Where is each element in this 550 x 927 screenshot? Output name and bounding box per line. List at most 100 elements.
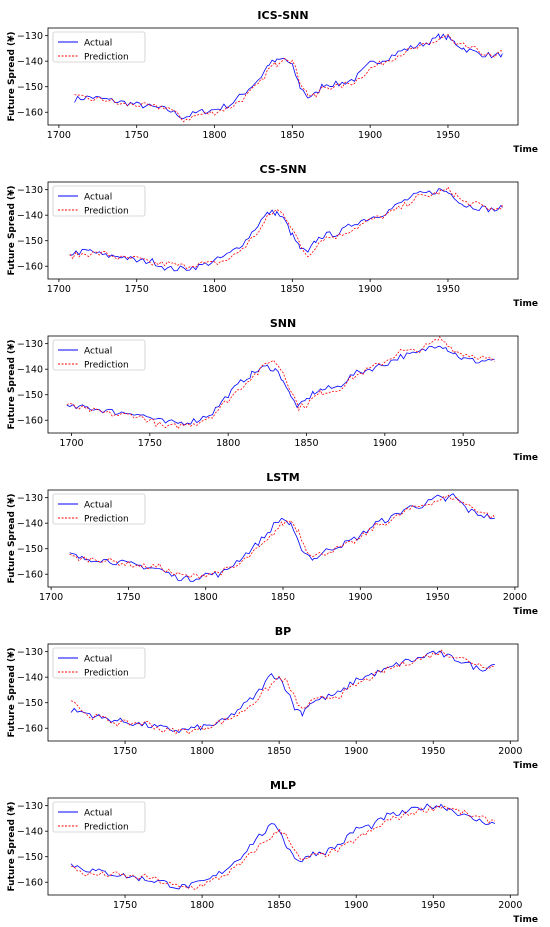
y-axis-label: Future Spread (¥) (7, 185, 17, 275)
x-tick-label: 2000 (498, 900, 522, 911)
series-line-prediction (66, 336, 495, 430)
series-line-actual (74, 33, 503, 120)
series-line-actual (66, 345, 495, 426)
legend-label-prediction: Prediction (84, 823, 129, 833)
x-tick-label: 1800 (190, 900, 214, 911)
legend-label-prediction: Prediction (84, 361, 129, 371)
x-tick-label: 1800 (202, 130, 226, 141)
y-tick-label: −140 (17, 57, 43, 68)
x-tick-label: 1850 (294, 438, 318, 449)
y-tick-label: −150 (17, 544, 43, 555)
chart-panel-cs-snn: CS-SNN −130 −140 −150 −160 1700 1750 1800 1850 19… (7, 163, 538, 309)
y-tick-label: −160 (17, 724, 43, 735)
legend: Actual Prediction (52, 493, 146, 525)
legend-box (52, 647, 146, 679)
legend: Actual Prediction (52, 801, 146, 833)
x-tick-label: 1950 (421, 900, 445, 911)
x-tick-label: 1900 (344, 900, 368, 911)
legend-label-actual: Actual (84, 193, 112, 203)
chart-title: SNN (270, 317, 296, 330)
y-tick-label: −160 (17, 262, 43, 273)
legend-label-actual: Actual (84, 501, 112, 511)
x-tick-label: 1850 (267, 746, 291, 757)
y-tick-label: −160 (17, 878, 43, 889)
x-tick-label: 1800 (194, 592, 218, 603)
x-tick-label: 1700 (47, 130, 71, 141)
x-axis-label: Time (513, 915, 538, 925)
chart-title: LSTM (266, 471, 299, 484)
series-line-actual (70, 803, 496, 890)
y-tick-label: −130 (17, 185, 43, 196)
y-tick-label: −150 (17, 236, 43, 247)
x-tick-label: 2000 (503, 592, 527, 603)
legend-label-actual: Actual (84, 347, 112, 357)
x-tick-label: 1750 (125, 130, 149, 141)
x-tick-label: 1850 (280, 284, 304, 295)
y-tick-label: −140 (17, 673, 43, 684)
x-tick-label: 1900 (358, 284, 382, 295)
x-tick-label: 2000 (498, 746, 522, 757)
legend-box (52, 31, 146, 63)
y-tick-label: −160 (17, 108, 43, 119)
x-tick-label: 1900 (344, 746, 368, 757)
plot-frame (47, 643, 519, 742)
legend-label-actual: Actual (84, 809, 112, 819)
chart-panel-lstm: LSTM −130 −140 −150 −160 1700 1750 1800 1850 1900… (7, 471, 538, 617)
x-axis-label: Time (513, 761, 538, 771)
legend: Actual Prediction (52, 185, 146, 217)
x-tick-label: 1750 (138, 438, 162, 449)
y-tick-label: −150 (17, 390, 43, 401)
legend-box (52, 339, 146, 371)
x-tick-label: 1850 (280, 130, 304, 141)
x-tick-label: 1800 (216, 438, 240, 449)
y-tick-label: −130 (17, 339, 43, 350)
x-tick-label: 1700 (59, 438, 83, 449)
series-line-prediction (69, 494, 496, 579)
legend-box (52, 493, 146, 525)
y-tick-label: −150 (17, 82, 43, 93)
x-axis-label: Time (513, 607, 538, 617)
y-tick-label: −160 (17, 570, 43, 581)
y-axis-label: Future Spread (¥) (7, 493, 17, 583)
x-tick-label: 1750 (113, 746, 137, 757)
legend-label-actual: Actual (84, 39, 112, 49)
x-tick-label: 1900 (348, 592, 372, 603)
plot-frame (47, 27, 519, 126)
x-tick-label: 1950 (436, 284, 460, 295)
x-tick-label: 1950 (451, 438, 475, 449)
legend: Actual Prediction (52, 31, 146, 63)
legend-label-prediction: Prediction (84, 669, 129, 679)
series-line-actual (69, 188, 503, 272)
chart-title: CS-SNN (259, 163, 306, 176)
y-tick-label: −160 (17, 416, 43, 427)
chart-title: BP (275, 625, 291, 638)
y-axis-label: Future Spread (¥) (7, 339, 17, 429)
x-tick-label: 1750 (125, 284, 149, 295)
y-tick-label: −140 (17, 519, 43, 530)
y-tick-label: −130 (17, 647, 43, 658)
chart-title: MLP (270, 779, 296, 792)
plot-frame (47, 797, 519, 896)
legend: Actual Prediction (52, 647, 146, 679)
y-tick-label: −140 (17, 211, 43, 222)
y-tick-label: −150 (17, 698, 43, 709)
y-tick-label: −150 (17, 852, 43, 863)
x-tick-label: 1700 (39, 592, 63, 603)
legend-label-prediction: Prediction (84, 515, 129, 525)
y-tick-label: −130 (17, 31, 43, 42)
x-tick-label: 1950 (421, 746, 445, 757)
chart-panel-snn: SNN −130 −140 −150 −160 1700 1750 1800 1850 1900 1… (7, 317, 538, 463)
series-line-prediction (71, 805, 496, 890)
y-axis-label: Future Spread (¥) (7, 801, 17, 891)
chart-panel-ics-snn: ICS-SNN −130 −140 −150 −160 1700 1750 1800 1850 1… (7, 9, 538, 155)
y-tick-label: −140 (17, 827, 43, 838)
x-tick-label: 1850 (267, 900, 291, 911)
legend-label-prediction: Prediction (84, 53, 129, 63)
chart-panel-mlp: MLP −130 −140 −150 −160 1750 1800 1850 1900 1950 2… (7, 779, 538, 925)
legend: Actual Prediction (52, 339, 146, 371)
legend-label-prediction: Prediction (84, 207, 129, 217)
series-line-prediction (70, 648, 496, 735)
x-tick-label: 1750 (113, 900, 137, 911)
x-tick-label: 1900 (358, 130, 382, 141)
x-tick-label: 1750 (116, 592, 140, 603)
